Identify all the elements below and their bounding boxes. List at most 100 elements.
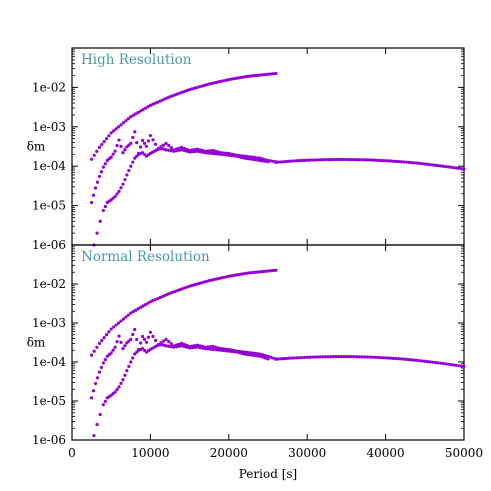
data-point-s3 — [274, 160, 278, 164]
data-point-s3 — [300, 355, 304, 360]
x-tick-label: 40000 — [367, 446, 405, 460]
data-point-s2 — [174, 345, 179, 349]
data-point-s2 — [131, 356, 135, 360]
data-point-s2 — [237, 155, 241, 159]
data-point-s0 — [139, 305, 143, 310]
data-point-s3 — [297, 159, 301, 163]
data-point-s0 — [107, 330, 111, 334]
data-point-s1 — [139, 145, 143, 149]
data-point-s3 — [339, 354, 343, 359]
data-point-s3 — [310, 158, 315, 162]
data-point-s2 — [121, 182, 125, 186]
data-point-s3 — [308, 158, 312, 162]
data-point-s2 — [131, 160, 135, 164]
data-point-s3 — [352, 355, 356, 359]
data-point-s2 — [123, 177, 127, 182]
data-point-s2 — [245, 156, 249, 161]
data-point-s2 — [237, 351, 241, 355]
data-point-s1 — [117, 334, 121, 338]
data-point-s1 — [148, 133, 152, 138]
data-point-s3 — [446, 362, 450, 366]
data-point-s3 — [438, 164, 443, 168]
x-tick-label: 50000 — [445, 446, 483, 460]
data-point-s1 — [121, 151, 125, 155]
data-point-s2 — [188, 150, 192, 154]
data-point-s2 — [129, 164, 133, 168]
data-point-s0 — [156, 100, 160, 104]
data-point-s0 — [141, 304, 145, 308]
data-point-s2 — [182, 148, 186, 153]
data-point-s1 — [111, 152, 115, 156]
data-point-s0 — [251, 270, 255, 275]
data-point-s3 — [431, 163, 435, 167]
data-point-s3 — [368, 158, 372, 162]
data-point-s2 — [208, 347, 213, 351]
data-point-s2 — [169, 345, 173, 349]
data-point-s3 — [274, 357, 278, 361]
data-point-s0 — [97, 341, 102, 345]
data-point-s1 — [211, 344, 215, 349]
data-point-s0 — [219, 276, 224, 280]
data-point-s2 — [121, 378, 125, 382]
data-point-s1 — [109, 155, 113, 159]
data-point-s2 — [263, 159, 267, 163]
data-point-s0 — [269, 72, 273, 76]
data-point-s3 — [404, 357, 409, 362]
data-point-s1 — [142, 337, 147, 342]
data-point-s2 — [180, 344, 184, 348]
data-point-s1 — [263, 353, 267, 358]
data-point-s3 — [313, 158, 317, 162]
data-point-s3 — [384, 159, 388, 163]
data-point-s1 — [119, 340, 123, 344]
data-point-s1 — [214, 149, 218, 153]
data-point-s1 — [154, 142, 158, 146]
data-point-s3 — [279, 357, 283, 361]
data-point-s3 — [323, 158, 328, 162]
data-point-s1 — [139, 341, 143, 345]
y-tick-label: 1e-02 — [32, 80, 66, 94]
data-point-s1 — [164, 141, 168, 145]
data-point-s0 — [269, 269, 273, 273]
data-point-s2 — [174, 149, 179, 153]
data-point-s0 — [239, 75, 243, 80]
data-point-s1 — [271, 159, 275, 163]
data-point-s2 — [164, 148, 168, 152]
data-point-s0 — [237, 273, 241, 277]
data-point-s1 — [211, 148, 215, 153]
data-point-s3 — [334, 354, 338, 359]
data-point-s3 — [417, 359, 422, 363]
data-point-s0 — [244, 75, 248, 79]
data-point-s2 — [125, 173, 129, 177]
data-point-s2 — [253, 158, 257, 162]
data-point-s3 — [302, 355, 307, 360]
data-point-s1 — [255, 156, 260, 160]
data-point-s0 — [143, 106, 148, 110]
data-point-s2 — [255, 354, 260, 358]
data-point-s0 — [207, 82, 211, 86]
y-tick-label: 1e-04 — [32, 159, 66, 173]
data-point-s0 — [90, 157, 94, 161]
data-point-s0 — [183, 286, 187, 290]
data-point-s1 — [208, 149, 213, 153]
data-point-s0 — [143, 302, 148, 307]
data-point-s0 — [129, 311, 133, 315]
data-point-s3 — [282, 357, 286, 361]
data-point-s0 — [222, 79, 226, 83]
data-point-s3 — [428, 162, 432, 167]
data-point-s2 — [95, 231, 99, 235]
data-point-s3 — [355, 355, 359, 359]
data-point-s0 — [197, 85, 201, 89]
data-point-s3 — [284, 159, 288, 164]
data-point-s3 — [399, 160, 403, 164]
data-point-s3 — [339, 157, 343, 162]
data-point-s1 — [117, 138, 121, 142]
data-point-s3 — [423, 162, 427, 166]
data-point-s3 — [376, 158, 380, 162]
data-point-s3 — [305, 355, 309, 359]
data-point-s3 — [292, 356, 296, 360]
data-point-s3 — [386, 356, 390, 360]
data-point-s0 — [266, 269, 270, 273]
data-point-s2 — [206, 347, 210, 351]
data-point-s3 — [402, 357, 406, 361]
data-point-s1 — [133, 327, 137, 332]
